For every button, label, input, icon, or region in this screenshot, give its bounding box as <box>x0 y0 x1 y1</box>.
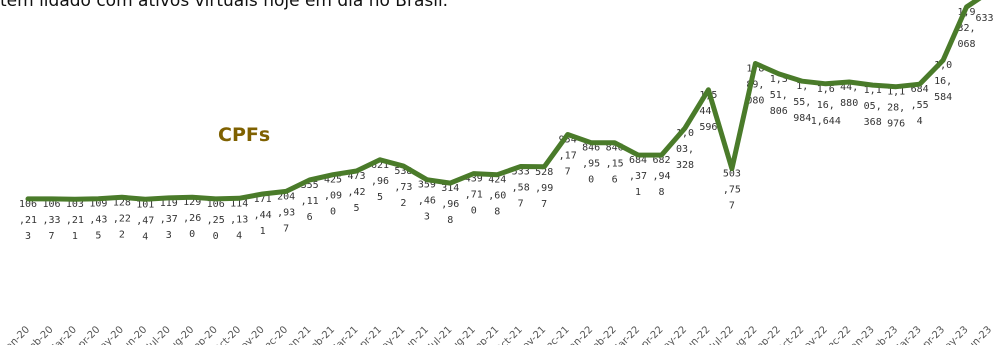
data-label: 109,43 5 <box>89 199 107 242</box>
data-label: 684,37 1 <box>629 155 647 198</box>
data-label: 1,1 05, 368 <box>864 85 882 128</box>
data-label: 954,17 7 <box>559 135 577 178</box>
data-label: 171,44 1 <box>254 194 272 237</box>
intro-text: tem lidado com ativos virtuais hoje em d… <box>0 0 449 11</box>
data-label: 503,75 7 <box>723 169 741 212</box>
x-tick-label: Jul-22 <box>707 324 736 345</box>
data-label: 119,37 3 <box>160 198 178 241</box>
data-label: 1,0 16, 584 <box>934 60 952 103</box>
data-label: 439,71 0 <box>465 174 483 217</box>
data-label: 621,96 5 <box>371 160 389 203</box>
data-label: 355,11 6 <box>301 180 319 223</box>
data-label: 528,99 7 <box>535 167 553 210</box>
data-label: 538,73 2 <box>394 166 412 209</box>
data-label: 473,42 5 <box>347 171 365 214</box>
data-label: 682,94 8 <box>652 155 670 198</box>
data-label: 633 <box>975 13 993 24</box>
x-tick-label: Jul-20 <box>144 324 173 345</box>
data-label: 1,6 16, 1,644 <box>811 84 841 127</box>
data-label: 1,1 28, 976 <box>887 87 905 130</box>
data-label: 424,60 8 <box>488 175 506 218</box>
data-label: 314,96 8 <box>441 183 459 226</box>
data-label: 106,25 0 <box>207 199 225 242</box>
data-label: 106,33 7 <box>42 199 60 242</box>
data-label: 359,46 3 <box>418 180 436 223</box>
data-label: 1,3 51, 806 <box>770 74 788 117</box>
data-label: 129,26 0 <box>183 197 201 240</box>
data-label: 1, 55, 984 <box>793 81 811 124</box>
data-label: 533,58 7 <box>512 167 530 210</box>
chart-title: CPFs <box>218 124 270 146</box>
data-label: 1,9 32, 068 <box>957 7 975 50</box>
x-tick-label: Jan-20 <box>1 324 32 345</box>
data-label: 103,21 1 <box>66 199 84 242</box>
data-label: 204,93 7 <box>277 191 295 234</box>
data-label: 1,0 03, 328 <box>676 128 694 171</box>
data-label: 128,22 2 <box>113 197 131 240</box>
data-label: 106,21 3 <box>19 199 37 242</box>
data-label: 114,13 4 <box>230 198 248 241</box>
data-label: 425,09 0 <box>324 175 342 218</box>
data-label: 101,47 4 <box>136 199 154 242</box>
data-label: 684,55 4 <box>911 84 929 127</box>
series-line <box>25 0 982 202</box>
x-tick-label: Jul-21 <box>426 324 455 345</box>
data-label: 44, 880 <box>840 82 858 109</box>
data-label: 846,15 6 <box>606 143 624 186</box>
data-label: 846,95 0 <box>582 143 600 186</box>
